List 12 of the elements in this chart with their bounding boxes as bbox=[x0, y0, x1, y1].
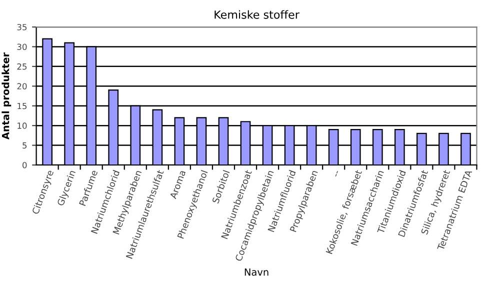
y-axis-title: Antal produkter bbox=[2, 52, 12, 140]
chart-title: Kemiske stoffer bbox=[214, 10, 300, 19]
y-tick-label: 35 bbox=[17, 24, 27, 30]
y-tick-label: 5 bbox=[22, 142, 27, 149]
y-tick-label: 30 bbox=[17, 44, 27, 50]
x-tick-label: -- bbox=[335, 170, 338, 176]
y-tick-label: 15 bbox=[18, 102, 27, 110]
x-axis-title: Navn bbox=[244, 268, 268, 276]
y-tick-label: 20 bbox=[17, 83, 27, 90]
y-tick-label: 25 bbox=[17, 63, 27, 70]
y-tick-label: 0 bbox=[22, 162, 27, 168]
y-tick-label: 10 bbox=[18, 122, 27, 129]
